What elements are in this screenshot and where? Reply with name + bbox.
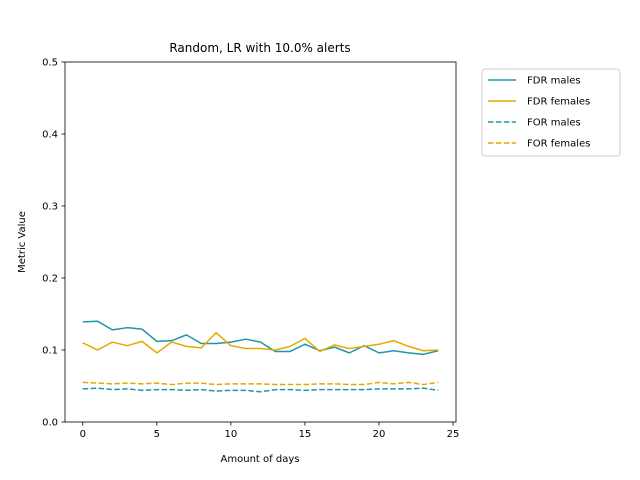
y-tick-label: 0.0: [42, 418, 58, 429]
legend-label: FDR males: [527, 76, 581, 87]
y-tick-label: 0.4: [42, 130, 58, 141]
y-tick-label: 0.1: [42, 346, 58, 357]
chart-title: Random, LR with 10.0% alerts: [169, 41, 350, 55]
x-tick-label: 10: [225, 429, 238, 440]
legend: FDR males FDR females FOR males FOR females: [482, 69, 620, 156]
y-axis-label: Metric Value: [17, 211, 28, 273]
legend-label: FOR females: [527, 139, 590, 150]
y-tick-label: 0.3: [42, 202, 58, 213]
legend-label: FDR females: [527, 97, 590, 108]
x-tick-label: 5: [154, 429, 160, 440]
x-tick-label: 20: [373, 429, 386, 440]
y-tick-label: 0.5: [42, 58, 58, 69]
x-tick-label: 25: [447, 429, 460, 440]
x-tick-label: 0: [80, 429, 86, 440]
x-axis-label: Amount of days: [221, 454, 300, 465]
x-tick-label: 15: [299, 429, 312, 440]
legend-label: FOR males: [527, 118, 581, 129]
y-tick-label: 0.2: [42, 274, 58, 285]
